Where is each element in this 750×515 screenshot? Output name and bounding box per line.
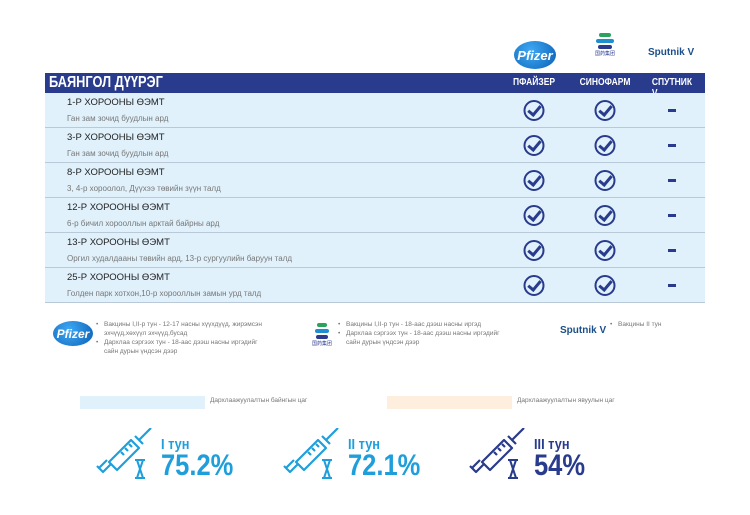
dose-percentage: 54% [534,449,586,482]
sputnik-logo-text: Sputnik V [648,47,695,58]
check-icon [523,100,545,121]
dose-percentage: 72.1% [348,449,421,482]
check-icon [523,135,545,156]
table-row: 12-Р ХОРООНЫ ӨЭМТ 6-р бичил хорооллын арк… [45,198,705,233]
pfizer-logo-legend: Pfizer [53,321,93,346]
check-icon [594,170,616,191]
dose-percentage: 75.2% [161,449,234,482]
syringe-icon [96,428,152,479]
clinic-name: 12-Р ХОРООНЫ ӨЭМТ [67,202,170,213]
check-icon [523,170,545,191]
pfizer-legend: Вакцины I,II-р тун - 12-17 насны хүүхдүү… [96,320,266,356]
dash-icon [668,284,676,287]
mobile-swatch [387,396,512,409]
column-sinopharm: СИНОФАРМ [579,77,631,88]
check-icon [594,275,616,296]
sinopharm-legend: Вакцины I,II-р тун - 18-аас дээш насны и… [338,320,508,347]
sinopharm-logo: 国药集团 [588,32,622,57]
permanent-swatch [80,396,205,409]
table-row: 25-Р ХОРООНЫ ӨЭМТ Голден парк хотхон,10-р… [45,268,705,303]
pfizer-logo: Pfizer [514,41,556,69]
dose-label: I тун [161,436,190,453]
clinic-address: Голден парк хотхон,10-р хорооллын замын … [67,289,262,298]
table-header: БАЯНГОЛ ДҮҮРЭГ ПФАЙЗЕР СИНОФАРМ СПУТНИК … [45,73,705,99]
dose-label: II тун [348,436,380,453]
clinic-name: 8-Р ХОРООНЫ ӨЭМТ [67,167,165,178]
table-row: 13-Р ХОРООНЫ ӨЭМТ Оргил худалдааны төвийн… [45,233,705,268]
clinic-name: 13-Р ХОРООНЫ ӨЭМТ [67,237,170,248]
column-pfizer: ПФАЙЗЕР [512,77,556,88]
sinopharm-logo-text: 国药集团 [311,341,332,347]
check-icon [594,240,616,261]
legend-item: Вакцины I,II-р тун - 18-аас дээш насны и… [338,320,508,329]
legend-item: Вакцины II тун [610,320,700,329]
legend-item: Дархлаа сэргээх тун - 18-аас дээш насны … [338,329,508,347]
sinopharm-logo-legend: 国药集团 [310,322,334,347]
dash-icon [668,109,676,112]
dash-icon [668,249,676,252]
clinic-address: Ган зам зочид буудлын ард [67,114,169,123]
clinic-address: 6-р бичил хорооллын арктай байрны ард [67,219,220,228]
check-icon [594,100,616,121]
dose-stat: I тун 75.2% [95,428,246,482]
mobile-label: Дархлаажуулалтын явуулын цаг [517,397,615,404]
table-row: 8-Р ХОРООНЫ ӨЭМТ 3, 4-р хороолол, Дүүхээ … [45,163,705,198]
dose-label: III тун [534,436,570,453]
syringe-icon [469,428,525,479]
table-row: 1-Р ХОРООНЫ ӨЭМТ Ган зам зочид буудлын ар… [45,93,705,128]
legend-item: Вакцины I,II-р тун - 12-17 насны хүүхдүү… [96,320,266,338]
dash-icon [668,144,676,147]
clinic-name: 3-Р ХОРООНЫ ӨЭМТ [67,132,165,143]
district-title: БАЯНГОЛ ДҮҮРЭГ [49,74,163,91]
clinic-address: Ган зам зочид буудлын ард [67,149,169,158]
check-icon [523,240,545,261]
clinic-address: Оргил худалдааны төвийн ард, 13-р сургуу… [67,254,292,263]
clinic-name: 25-Р ХОРООНЫ ӨЭМТ [67,272,170,283]
check-icon [594,205,616,226]
check-icon [523,275,545,296]
permanent-label: Дархлаажуулалтын байнгын цаг [210,397,308,404]
dose-stat: II тун 72.1% [282,428,433,482]
check-icon [594,135,616,156]
sinopharm-logo-text: 国药集团 [594,51,615,57]
sputnik-legend: Вакцины II тун [610,320,700,329]
clinic-address: 3, 4-р хороолол, Дүүхээ төвийн зүүн талд [67,184,221,193]
dose-stat: III тун 54% [468,428,594,482]
legend-item: Дархлаа сэргээх тун - 18-аас дээш насны … [96,338,266,356]
sputnik-logo-text: Sputnik V [560,325,607,336]
sputnik-logo-legend: Sputnik V [560,325,606,336]
syringe-icon [283,428,339,479]
dash-icon [668,179,676,182]
check-icon [523,205,545,226]
table-row: 3-Р ХОРООНЫ ӨЭМТ Ган зам зочид буудлын ар… [45,128,705,163]
dash-icon [668,214,676,217]
sputnik-logo: Sputnik V [648,47,694,62]
clinic-name: 1-Р ХОРООНЫ ӨЭМТ [67,97,165,108]
